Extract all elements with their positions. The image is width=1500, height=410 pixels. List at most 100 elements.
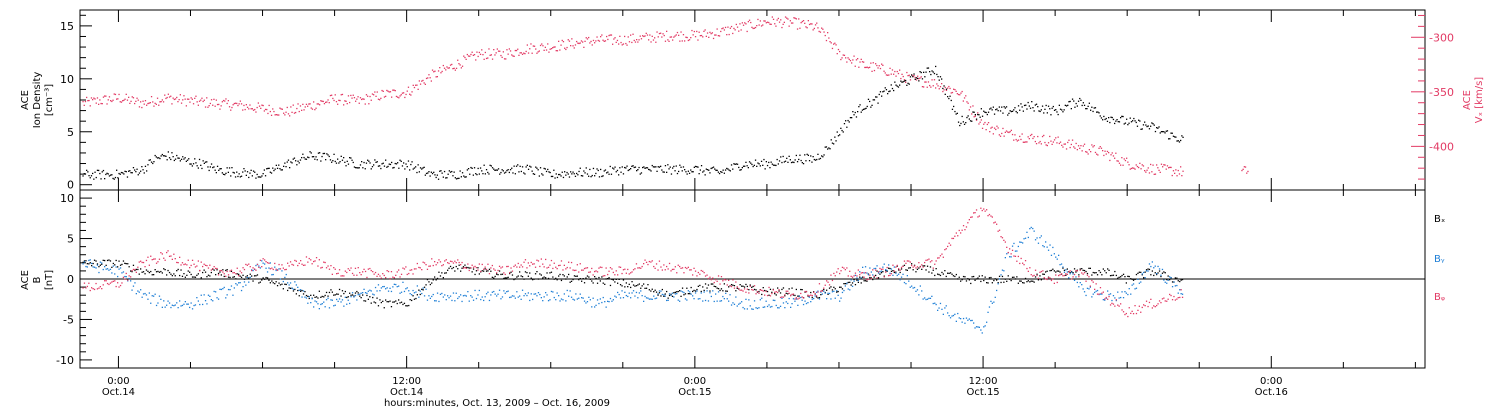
- data-point: [520, 170, 522, 173]
- data-point: [655, 166, 657, 168]
- data-point: [949, 317, 952, 319]
- data-point: [423, 295, 426, 297]
- data-point: [379, 290, 381, 292]
- data-point: [519, 295, 521, 297]
- data-point: [134, 169, 136, 171]
- data-point: [538, 50, 540, 52]
- data-point: [583, 267, 586, 270]
- data-point: [582, 269, 584, 271]
- data-point: [710, 283, 712, 285]
- data-point: [656, 31, 658, 33]
- data-point: [366, 292, 368, 294]
- data-point: [122, 260, 125, 262]
- data-point: [954, 110, 956, 113]
- data-point: [377, 98, 380, 100]
- data-point: [1090, 109, 1092, 111]
- data-point: [657, 166, 659, 168]
- data-point: [765, 300, 767, 302]
- data-point: [685, 171, 687, 173]
- data-point: [325, 101, 327, 103]
- data-point: [774, 299, 776, 302]
- data-point: [1069, 270, 1071, 272]
- data-point: [594, 42, 596, 44]
- data-point: [577, 42, 579, 44]
- data-point: [566, 171, 568, 174]
- data-point: [929, 297, 932, 299]
- data-point: [82, 287, 84, 289]
- data-point: [468, 267, 470, 269]
- data-point: [1180, 139, 1182, 142]
- data-point: [402, 281, 404, 283]
- data-point: [527, 262, 529, 264]
- data-point: [702, 300, 704, 302]
- data-point: [612, 299, 614, 301]
- data-point: [843, 123, 846, 125]
- data-point: [1165, 168, 1167, 170]
- data-point: [212, 104, 214, 106]
- data-point: [1070, 108, 1072, 110]
- data-point: [383, 285, 385, 288]
- data-point: [748, 289, 750, 291]
- data-point: [1145, 270, 1148, 272]
- data-point: [240, 289, 243, 292]
- data-point: [932, 85, 934, 87]
- data-point: [199, 303, 201, 306]
- data-point: [156, 157, 159, 159]
- bottom-y-tick-label: -5: [63, 313, 74, 326]
- data-point: [460, 67, 462, 69]
- data-point: [101, 171, 103, 173]
- data-point: [692, 290, 694, 293]
- data-point: [425, 77, 428, 80]
- data-point: [697, 166, 699, 168]
- data-point: [734, 29, 736, 31]
- data-point: [200, 277, 202, 279]
- data-point: [101, 103, 103, 105]
- data-point: [88, 175, 90, 177]
- data-point: [395, 300, 397, 302]
- data-point: [425, 172, 428, 175]
- data-point: [409, 169, 411, 171]
- data-point: [452, 262, 455, 264]
- data-point: [1016, 276, 1018, 278]
- data-point: [514, 297, 516, 299]
- data-point: [758, 163, 760, 165]
- data-point: [562, 269, 564, 271]
- data-point: [1140, 168, 1142, 170]
- data-point: [865, 107, 867, 109]
- data-point: [628, 292, 630, 294]
- data-point: [272, 108, 274, 110]
- data-point: [1176, 298, 1178, 300]
- data-point: [497, 50, 500, 52]
- data-point: [509, 169, 512, 171]
- data-point: [270, 172, 273, 174]
- data-point: [425, 284, 427, 286]
- data-point: [314, 260, 316, 262]
- data-point: [1179, 296, 1181, 299]
- data-point: [1083, 269, 1086, 272]
- data-point: [820, 291, 822, 293]
- data-point: [1047, 277, 1050, 279]
- data-point: [298, 289, 300, 291]
- bottom-panel-points: [82, 207, 1184, 334]
- data-point: [1014, 134, 1016, 136]
- data-point: [287, 113, 290, 115]
- data-point: [612, 167, 614, 169]
- data-point: [712, 277, 714, 279]
- data-point: [1020, 103, 1022, 105]
- data-point: [509, 272, 511, 275]
- data-point: [815, 296, 818, 298]
- data-point: [1170, 277, 1172, 279]
- data-point: [196, 297, 198, 299]
- data-point: [533, 263, 535, 265]
- data-point: [824, 146, 826, 148]
- data-point: [274, 114, 276, 116]
- data-point: [285, 111, 287, 113]
- data-point: [327, 265, 329, 267]
- data-point: [923, 86, 925, 88]
- data-point: [404, 96, 406, 99]
- data-point: [1180, 293, 1182, 295]
- data-point: [851, 62, 853, 64]
- data-point: [470, 267, 472, 269]
- data-point: [305, 158, 308, 160]
- data-point: [246, 171, 249, 173]
